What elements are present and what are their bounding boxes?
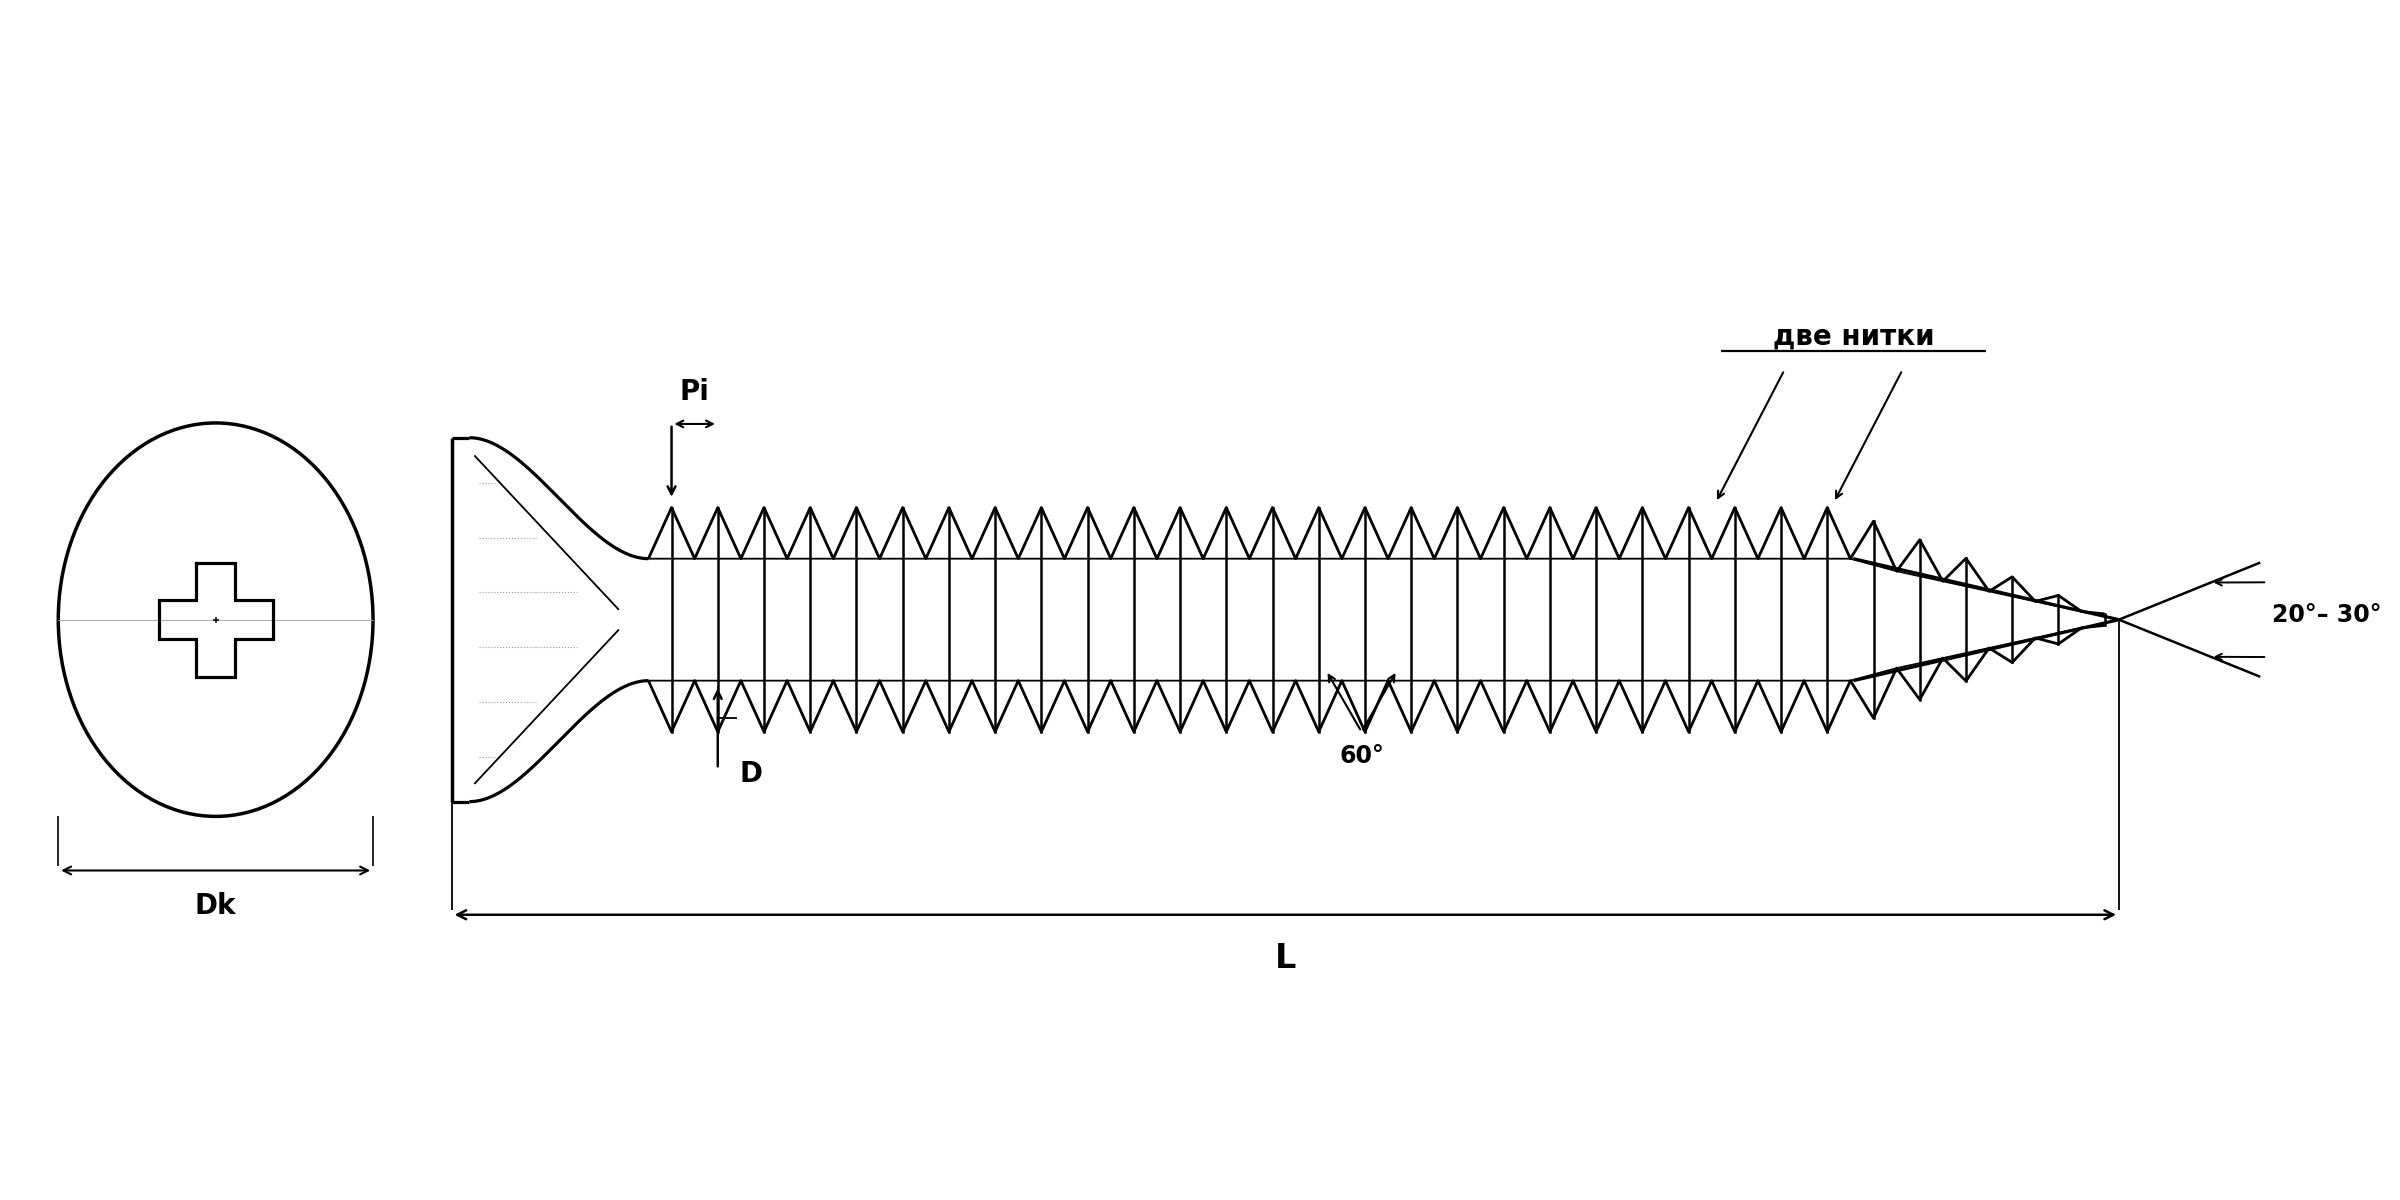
Text: D: D (739, 760, 763, 788)
Text: Pi: Pi (679, 378, 710, 407)
Text: 60°: 60° (1339, 744, 1385, 768)
Text: Dk: Dk (194, 892, 235, 920)
Text: 20°– 30°: 20°– 30° (2273, 602, 2381, 626)
Text: две нитки: две нитки (1774, 322, 1934, 350)
Text: L: L (1274, 942, 1296, 976)
